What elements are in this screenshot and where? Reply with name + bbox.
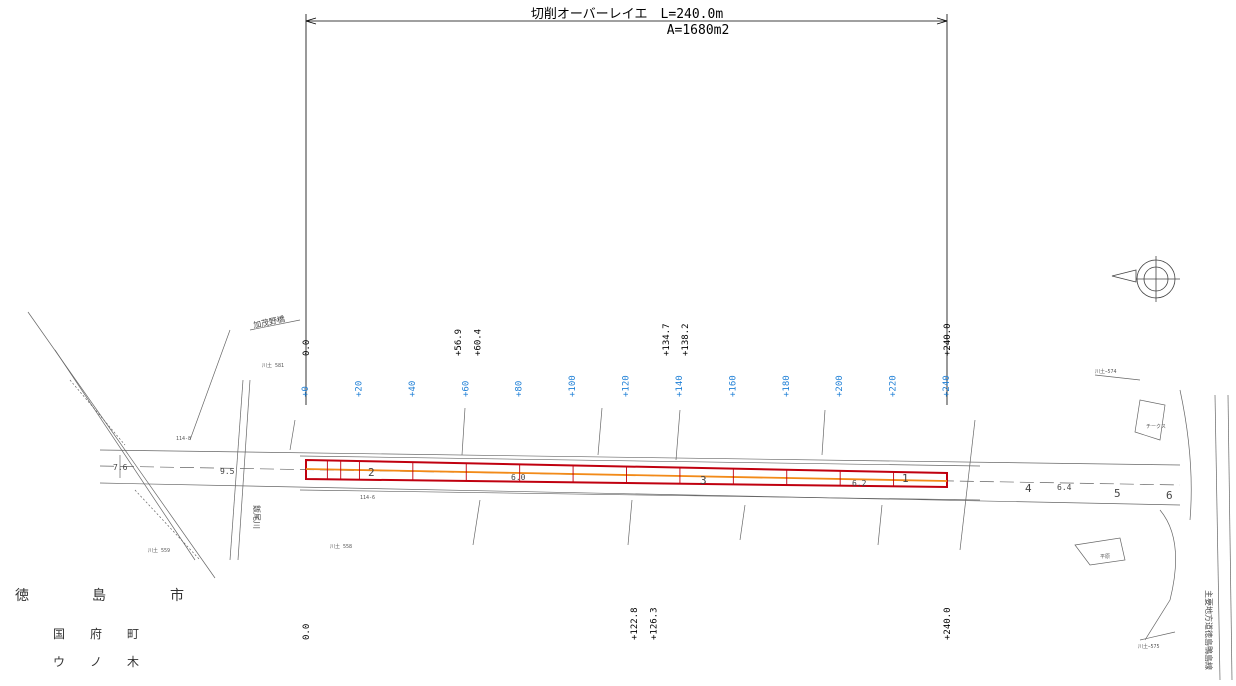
top-station-label: +56.9	[454, 329, 464, 356]
parcel-tag: 114-6	[360, 495, 375, 501]
road-annotations: 7.6 9.5 6.4 6.0 6.2 2 3 4 5 6 1	[113, 463, 1173, 502]
city-char-3: 市	[170, 587, 184, 604]
block-number: 6	[1166, 489, 1173, 502]
parcel-tag: 114-8	[176, 436, 191, 442]
block-number: 2	[368, 466, 375, 479]
bottom-station-label: +240.0	[943, 607, 953, 640]
top-station-label: 0.0	[302, 340, 312, 356]
parcel-line	[877, 504, 883, 546]
grid-station-label: +240	[942, 375, 952, 397]
area-char-2: ノ	[90, 655, 102, 669]
block-number: 4	[1025, 482, 1032, 495]
overlay-dividers	[326, 460, 895, 487]
block-number: 5	[1114, 487, 1121, 500]
grid-station-label: +60	[461, 381, 471, 397]
parcel-tag: 川土 559	[148, 547, 170, 554]
grid-station-label: +20	[354, 381, 364, 397]
bottom-station-label: 0.0	[302, 624, 312, 640]
map-tags: 加茂野橋 飯尾川 川土 581 川土 558 川土 559 川土ｰ574 川土ｰ…	[148, 314, 1214, 670]
road-width-label: 9.5	[220, 467, 235, 476]
bottom-station-labels: 0.0 +122.8 +126.3 +240.0	[302, 607, 953, 640]
bottom-station-label: +122.8	[630, 607, 640, 640]
parcel-line	[461, 407, 466, 456]
town-char-2: 府	[90, 626, 102, 641]
bottom-station-label: +126.3	[649, 607, 659, 640]
road-inner-south	[299, 489, 981, 501]
grid-station-label: +40	[408, 381, 418, 397]
parcel-tag: 川土ｰ575	[1138, 643, 1160, 650]
parcel-tag: 川土ｰ574	[1095, 368, 1117, 375]
road-width-label: 6.4	[1057, 483, 1072, 492]
river-line-2	[237, 379, 251, 561]
building-outline	[1074, 537, 1126, 566]
place-names: 徳 島 市 国 府 町 ウ ノ 木	[15, 587, 184, 669]
shop-label: チークス	[1146, 424, 1166, 430]
grid-station-label: +160	[728, 375, 738, 397]
city-char-1: 徳	[15, 588, 29, 604]
leader-line	[1139, 631, 1176, 641]
parcel-line	[959, 419, 976, 551]
area-char-1: ウ	[53, 655, 65, 669]
block-number: 1	[902, 472, 909, 485]
parcel-line	[472, 499, 481, 546]
top-station-labels: 0.0 +56.9 +60.4 +134.7 +138.2 +240.0	[302, 323, 953, 356]
dimension-line	[305, 14, 948, 405]
road-edge-north	[99, 449, 1181, 466]
top-station-label: +138.2	[681, 323, 691, 356]
dimension-title: 切削オーバーレイエ L=240.0m	[531, 7, 724, 22]
grid-station-label: +200	[835, 375, 845, 397]
parcel-line	[189, 329, 231, 441]
house-label: 平原	[1100, 554, 1110, 560]
grid-station-label: +120	[622, 375, 632, 397]
highway-edge	[1214, 394, 1221, 681]
highway-edge	[1227, 394, 1233, 681]
leader-line	[249, 319, 301, 331]
top-station-label: +134.7	[662, 323, 672, 356]
north-arrow-icon	[1111, 256, 1180, 302]
road-width-label: 7.6	[113, 463, 128, 472]
base-map	[27, 311, 1233, 681]
grid-station-label: +140	[675, 375, 685, 397]
parcel-line	[627, 499, 633, 546]
city-char-2: 島	[92, 588, 106, 604]
parcel-line	[821, 409, 826, 456]
town-char-3: 町	[127, 627, 139, 641]
parcel-line	[739, 504, 746, 541]
top-station-label: +60.4	[473, 329, 483, 356]
grid-station-label: +220	[889, 375, 899, 397]
building-outline	[1134, 399, 1166, 441]
grid-station-label: +80	[515, 381, 525, 397]
grid-station-label: +180	[782, 375, 792, 397]
river-line-1	[229, 379, 244, 561]
grid-station-label: +100	[568, 375, 578, 397]
side-road	[1144, 509, 1176, 641]
parcel-line	[597, 407, 603, 456]
top-station-label: +240.0	[943, 323, 953, 356]
side-road	[1179, 389, 1192, 521]
road-inner-north	[299, 455, 981, 467]
parcel-tag: 川土 558	[330, 543, 352, 550]
parcel-line	[675, 409, 681, 461]
parcel-line	[289, 419, 296, 451]
bridge-label: 加茂野橋	[252, 314, 285, 330]
grid-station-labels: +0 +20 +40 +60 +80 +100 +120 +140 +160 +180 +200 +2…	[301, 375, 952, 397]
river-label: 飯尾川	[252, 505, 262, 529]
railway-diagonal-2	[54, 349, 196, 561]
route-label: 主要地方道徳島鴨島線	[1204, 590, 1214, 670]
parcel-tag: 川土 581	[262, 362, 284, 369]
road-width-label: 6.2	[852, 479, 867, 488]
block-number: 3	[700, 474, 707, 487]
work-area	[305, 458, 948, 489]
railway-hatch	[69, 379, 126, 446]
dimension-area: A=1680m2	[667, 23, 730, 38]
town-char-1: 国	[53, 627, 65, 641]
leader-line	[1094, 374, 1141, 381]
road-edge-south	[99, 482, 1181, 506]
area-char-3: 木	[127, 655, 139, 669]
road-width-label: 6.0	[511, 473, 526, 482]
grid-station-label: +0	[301, 386, 311, 397]
